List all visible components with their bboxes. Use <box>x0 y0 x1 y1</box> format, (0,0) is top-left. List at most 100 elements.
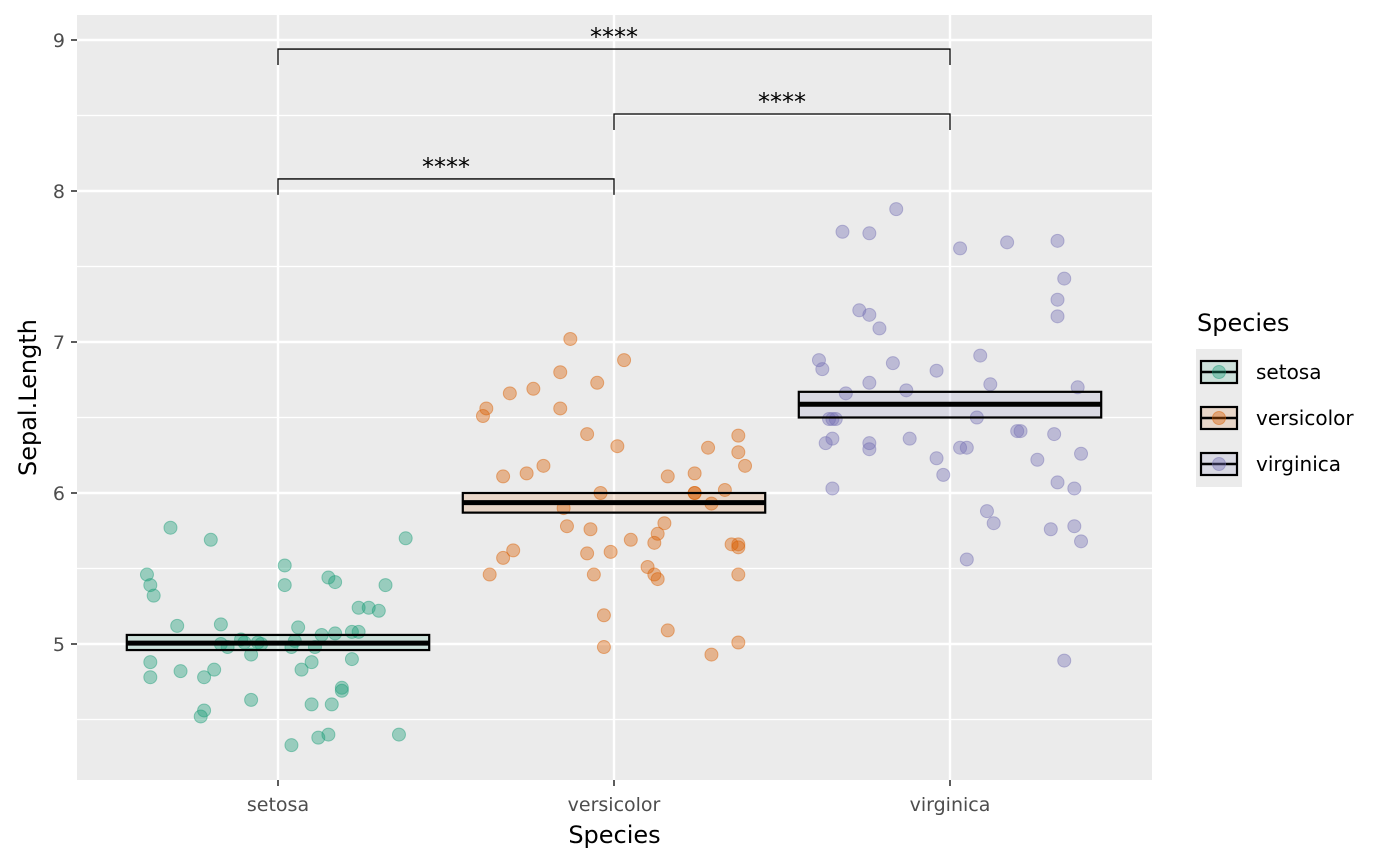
data-point-setosa <box>291 620 306 635</box>
data-point-virginica <box>889 202 904 217</box>
data-point-setosa <box>304 655 319 670</box>
data-point-virginica <box>1074 446 1089 461</box>
data-point-setosa <box>193 709 208 724</box>
x-axis: setosa versicolor virginica <box>247 780 990 816</box>
data-point-setosa <box>143 578 158 593</box>
x-tick-label: virginica <box>910 794 991 816</box>
data-point-virginica <box>986 516 1001 531</box>
y-tick-label: 5 <box>53 634 65 656</box>
data-point-versicolor <box>559 519 574 534</box>
data-point-setosa <box>398 531 413 546</box>
data-point-versicolor <box>496 469 511 484</box>
significance-brackets: **** **** **** <box>277 23 951 195</box>
data-point-setosa <box>173 664 188 679</box>
data-point-setosa <box>277 578 292 593</box>
legend-title: Species <box>1197 309 1289 337</box>
data-point-virginica <box>1030 452 1045 467</box>
data-point-versicolor <box>519 466 534 481</box>
data-point-versicolor <box>623 532 638 547</box>
data-point-virginica <box>899 383 914 398</box>
data-point-virginica <box>959 552 974 567</box>
data-point-virginica <box>929 363 944 378</box>
legend-label-virginica: virginica <box>1256 452 1341 476</box>
data-point-versicolor <box>617 353 632 368</box>
data-point-setosa <box>244 647 259 662</box>
data-point-versicolor <box>687 466 702 481</box>
data-point-virginica <box>1074 534 1089 549</box>
data-point-virginica <box>1013 424 1028 439</box>
data-point-virginica <box>929 451 944 466</box>
data-point-virginica <box>1050 233 1065 248</box>
data-point-versicolor <box>647 535 662 550</box>
y-axis-title: Sepal.Length <box>14 319 42 476</box>
data-point-setosa <box>378 578 393 593</box>
data-point-setosa <box>334 680 349 695</box>
data-point-setosa <box>344 652 359 667</box>
data-point-versicolor <box>640 559 655 574</box>
data-point-virginica <box>1050 292 1065 307</box>
data-point-versicolor <box>660 623 675 638</box>
data-point-versicolor <box>596 608 611 623</box>
data-point-virginica <box>1070 380 1085 395</box>
significance-bracket <box>613 113 951 130</box>
data-point-versicolor <box>536 458 551 473</box>
y-axis: 5 6 7 8 9 <box>53 30 77 656</box>
data-point-versicolor <box>603 544 618 559</box>
data-point-virginica <box>828 412 843 427</box>
significance-label: **** <box>758 88 806 116</box>
data-point-versicolor <box>502 386 517 401</box>
data-point-virginica <box>1057 653 1072 668</box>
data-point-versicolor <box>731 428 746 443</box>
data-point-virginica <box>1050 475 1065 490</box>
data-point-virginica <box>1010 424 1025 439</box>
data-point-versicolor <box>563 331 578 346</box>
data-point-virginica <box>835 224 850 239</box>
legend-key-point <box>1212 457 1226 471</box>
data-point-virginica <box>936 467 951 482</box>
data-point-setosa <box>197 670 212 685</box>
data-point-versicolor <box>610 439 625 454</box>
data-point-setosa <box>328 626 343 641</box>
data-point-versicolor <box>704 647 719 662</box>
data-point-virginica <box>862 375 877 390</box>
data-point-setosa <box>294 662 309 677</box>
data-point-setosa <box>321 727 336 742</box>
data-point-setosa <box>207 662 222 677</box>
data-point-virginica <box>862 442 877 457</box>
data-point-versicolor <box>731 635 746 650</box>
data-point-versicolor <box>724 537 739 552</box>
y-tick-label: 9 <box>53 30 65 52</box>
grid-major <box>77 15 1152 780</box>
data-point-setosa <box>311 730 326 745</box>
data-point-virginica <box>872 321 887 336</box>
data-point-virginica <box>818 436 833 451</box>
data-point-virginica <box>822 412 837 427</box>
legend: Species setosa versicolor virginica <box>1196 309 1354 487</box>
data-point-versicolor <box>496 550 511 565</box>
data-point-virginica <box>862 307 877 322</box>
x-axis-title: Species <box>568 821 660 849</box>
legend-label-setosa: setosa <box>1256 360 1321 384</box>
data-point-versicolor <box>590 375 605 390</box>
data-point-versicolor <box>580 427 595 442</box>
mean-crossbars <box>125 390 1103 652</box>
data-point-virginica <box>953 440 968 455</box>
data-point-virginica <box>811 353 826 368</box>
data-point-virginica <box>1043 522 1058 537</box>
data-point-virginica <box>1057 271 1072 286</box>
data-point-virginica <box>953 241 968 256</box>
y-tick-label: 8 <box>53 181 65 203</box>
data-point-versicolor <box>553 401 568 416</box>
data-point-versicolor <box>553 365 568 380</box>
data-point-virginica <box>885 356 900 371</box>
data-point-setosa <box>146 588 161 603</box>
y-tick-label: 7 <box>53 332 65 354</box>
data-point-versicolor <box>596 640 611 655</box>
data-point-virginica <box>1050 309 1065 324</box>
data-point-setosa <box>143 670 158 685</box>
data-point-virginica <box>825 412 840 427</box>
data-point-virginica <box>1067 519 1082 534</box>
legend-key-point <box>1212 411 1226 425</box>
data-point-virginica <box>862 226 877 241</box>
